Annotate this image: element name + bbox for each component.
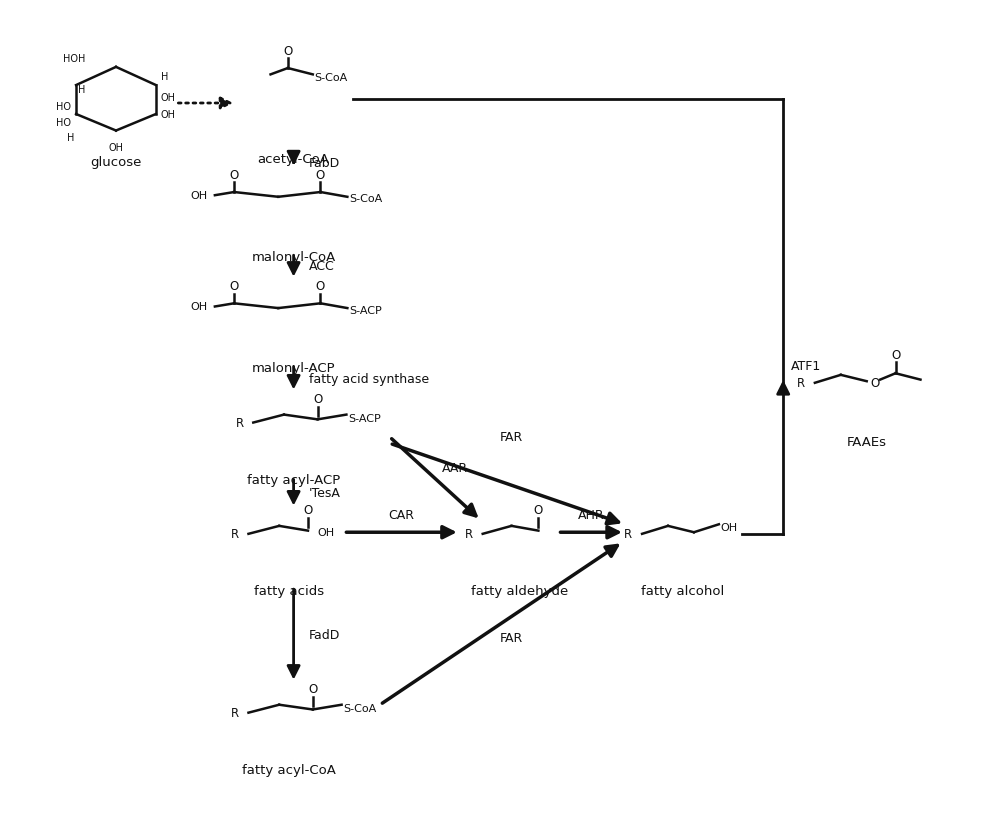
Text: O: O [871, 377, 880, 390]
Text: H: H [67, 133, 74, 143]
Text: O: O [534, 504, 543, 517]
Text: OH: OH [161, 110, 176, 120]
Text: S-CoA: S-CoA [315, 73, 348, 83]
Text: S-CoA: S-CoA [349, 194, 383, 204]
Text: FAAEs: FAAEs [847, 436, 887, 449]
Text: glucose: glucose [90, 155, 142, 169]
Text: fatty acyl-CoA: fatty acyl-CoA [242, 762, 336, 776]
Text: S-ACP: S-ACP [349, 305, 382, 315]
Text: OH: OH [108, 143, 124, 153]
Text: OH: OH [318, 528, 335, 538]
Text: OH: OH [161, 93, 176, 103]
Text: R: R [236, 417, 244, 429]
Text: O: O [308, 682, 317, 696]
Text: FAR: FAR [500, 431, 523, 444]
Text: AAR: AAR [442, 461, 469, 474]
Text: O: O [303, 504, 313, 517]
Text: O: O [313, 393, 322, 405]
Text: S-CoA: S-CoA [344, 703, 377, 713]
Text: ACC: ACC [309, 261, 335, 273]
Text: H: H [78, 85, 85, 95]
Text: R: R [624, 528, 632, 541]
Text: malonyl-ACP: malonyl-ACP [252, 362, 335, 375]
Text: S-ACP: S-ACP [348, 414, 381, 423]
Text: O: O [316, 169, 325, 182]
Text: fatty acids: fatty acids [254, 584, 324, 597]
Text: FadD: FadD [309, 629, 340, 641]
Text: fatty acyl-ACP: fatty acyl-ACP [247, 473, 340, 486]
Text: O: O [316, 280, 325, 293]
Text: O: O [229, 169, 239, 182]
Text: R: R [231, 706, 239, 719]
Text: R: R [231, 528, 239, 541]
Text: fatty aldehyde: fatty aldehyde [471, 584, 568, 597]
Text: R: R [465, 528, 473, 541]
Text: OH: OH [190, 302, 207, 312]
Text: AHR: AHR [578, 509, 605, 522]
Text: OH: OH [190, 191, 207, 201]
Text: malonyl-CoA: malonyl-CoA [251, 251, 336, 264]
Text: HOH: HOH [63, 54, 85, 64]
Text: HO: HO [56, 117, 71, 128]
Text: O: O [229, 280, 239, 293]
Text: fatty acid synthase: fatty acid synthase [309, 372, 429, 385]
Text: FabD: FabD [309, 157, 340, 170]
Text: CAR: CAR [389, 509, 415, 522]
Text: O: O [283, 45, 292, 58]
Text: HO: HO [56, 102, 71, 112]
Text: H: H [161, 72, 168, 82]
Text: OH: OH [721, 523, 738, 533]
Text: acetyl-CoA: acetyl-CoA [258, 153, 330, 166]
Text: R: R [797, 377, 805, 390]
Text: fatty alcohol: fatty alcohol [641, 584, 724, 597]
Text: FAR: FAR [499, 632, 523, 644]
Text: ATF1: ATF1 [791, 359, 821, 372]
Text: 'TesA: 'TesA [309, 486, 341, 500]
Text: O: O [891, 348, 900, 361]
